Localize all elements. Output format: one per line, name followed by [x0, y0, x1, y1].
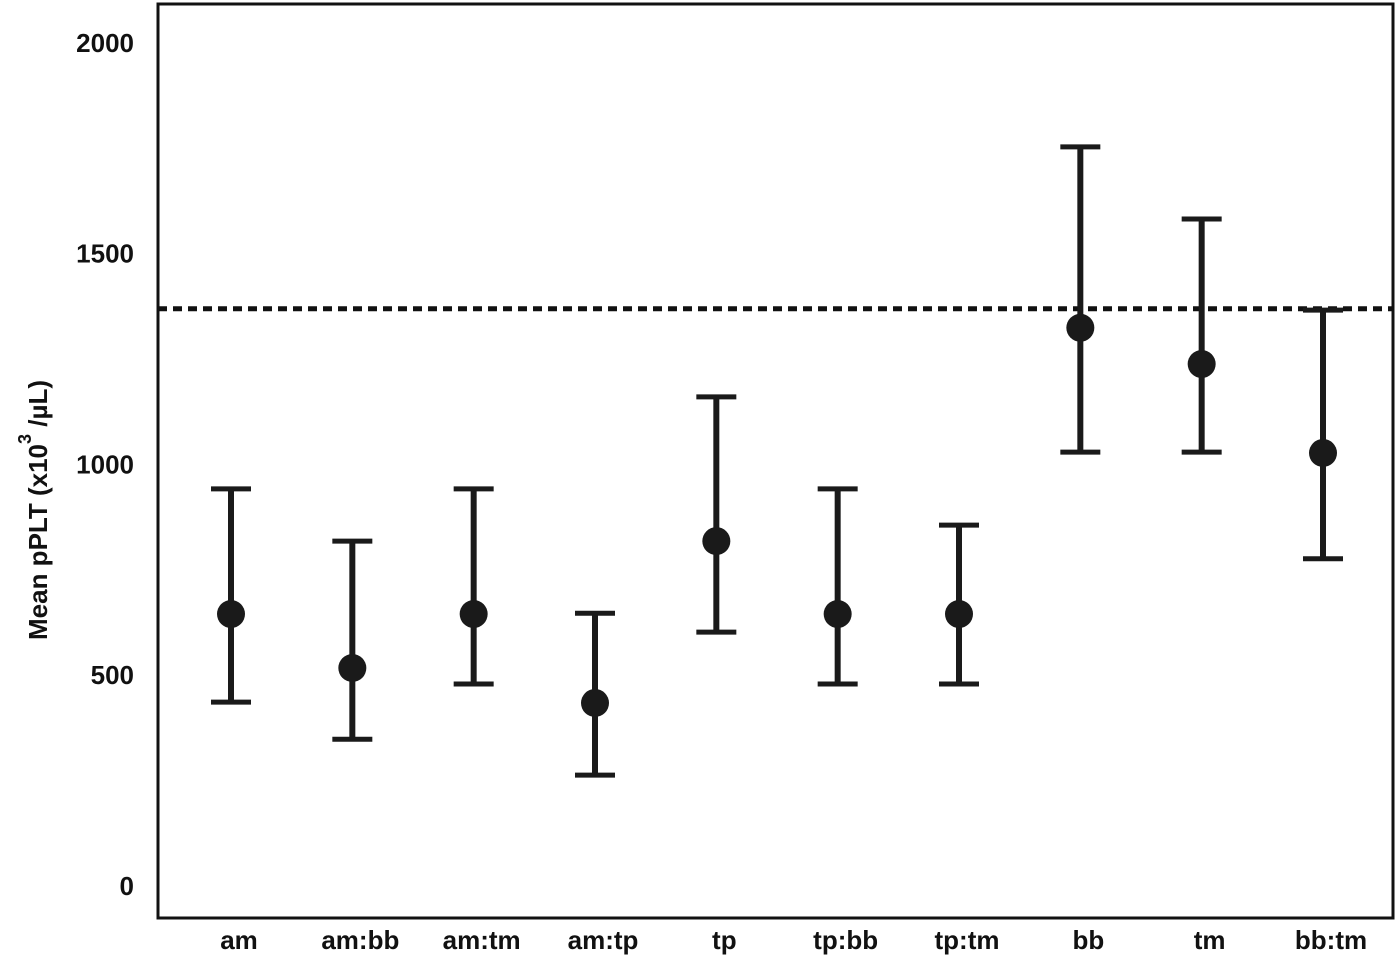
- y-label-main: Mean pPLT (x10: [23, 444, 53, 640]
- x-tick-label: am:tp: [568, 925, 639, 955]
- plot-frame: [156, 2, 1395, 920]
- point: [338, 653, 367, 682]
- y-tick-label: 1500: [76, 239, 134, 269]
- y-tick-label: 1000: [76, 449, 134, 479]
- point: [823, 600, 852, 629]
- x-tick-label: tp:tm: [935, 925, 1000, 955]
- y-tick-label: 0: [120, 871, 134, 901]
- x-tick-label: bb: [1072, 925, 1104, 955]
- point: [1309, 438, 1337, 467]
- x-tick-label: tp: [712, 925, 737, 955]
- y-axis-label: Mean pPLT (x103 /µL): [15, 380, 53, 640]
- x-tick-label: am:bb: [321, 925, 399, 955]
- x-tick-label: am: [220, 925, 258, 955]
- point: [702, 527, 731, 556]
- y-tick-label: 500: [91, 660, 134, 690]
- y-label-end: /µL): [23, 380, 53, 434]
- x-tick-label: am:tm: [443, 925, 521, 955]
- point: [1066, 313, 1095, 342]
- x-tick-label: tp:bb: [813, 925, 878, 955]
- point: [945, 600, 973, 629]
- x-tick-label: bb:tm: [1295, 925, 1367, 955]
- point: [581, 688, 609, 717]
- y-label-sup: 3: [15, 434, 35, 444]
- point: [217, 600, 245, 629]
- point: [1187, 350, 1216, 379]
- y-tick-label: 2000: [76, 28, 134, 58]
- x-tick-label: tm: [1194, 925, 1226, 955]
- point: [459, 600, 488, 629]
